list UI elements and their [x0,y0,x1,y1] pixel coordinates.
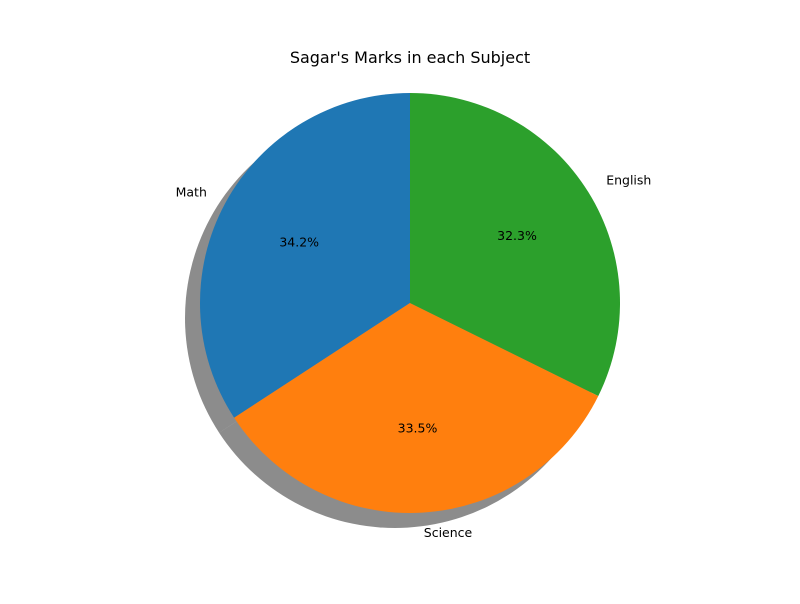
percent-label-english: 32.3% [497,228,537,243]
slice-label-math: Math [176,184,207,199]
pie-slices [200,93,620,514]
slice-science [234,303,599,514]
pie-labels: Math 34.2% Science 33.5% English 32.3% [176,173,652,541]
slice-english [410,93,620,396]
slice-label-english: English [606,173,651,188]
percent-label-math: 34.2% [279,234,319,249]
percent-label-science: 33.5% [398,420,438,435]
slice-label-science: Science [424,525,473,540]
slice-math [200,93,410,418]
chart-title: Sagar's Marks in each Subject [290,48,530,67]
